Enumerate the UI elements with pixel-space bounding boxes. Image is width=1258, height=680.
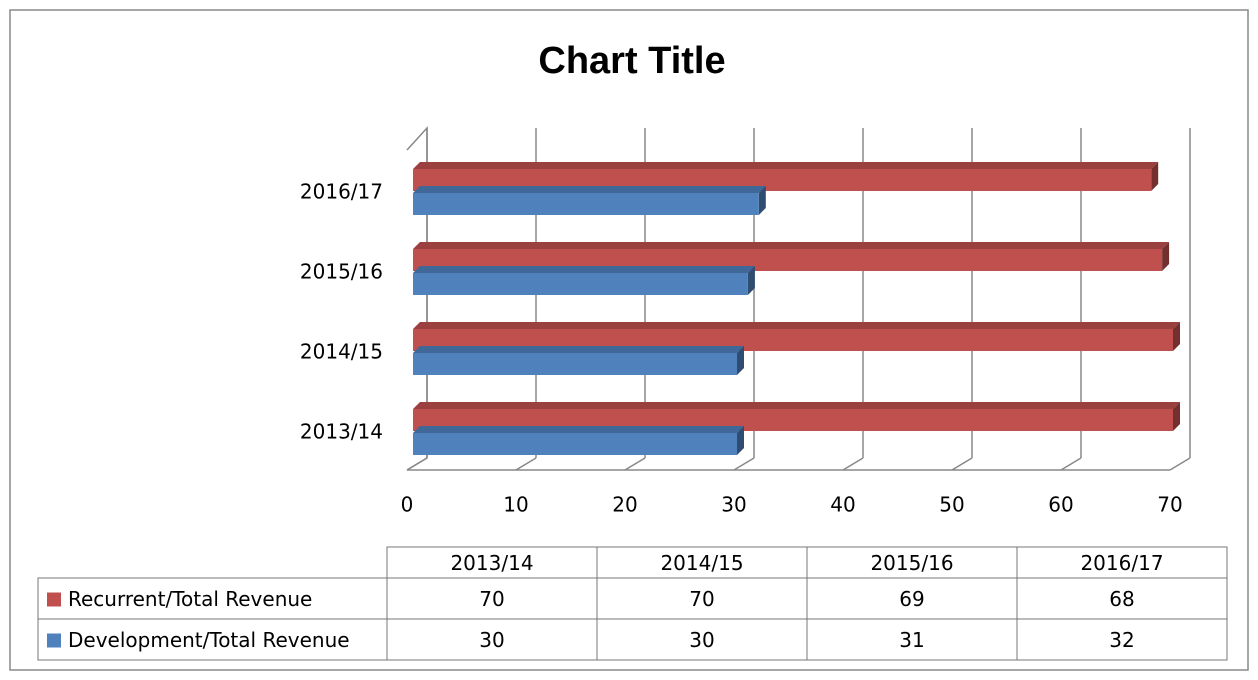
table-header: 2015/16 [870,551,953,575]
bar-side [747,266,755,295]
floor-line [951,457,973,471]
bar-top [413,426,744,433]
floor-line [1169,457,1191,471]
table-value: 32 [1109,628,1134,652]
bar [413,193,759,215]
legend-swatch [47,592,61,607]
bar [413,433,737,455]
bar-top [413,186,766,193]
floor-line [624,457,646,471]
bar-side [737,426,744,455]
table-value: 30 [479,628,504,652]
floor-line [733,457,755,471]
chart-title: Chart Title [538,40,725,82]
bar [413,329,1173,351]
bar [413,249,1163,271]
table-value: 30 [689,628,714,652]
table-value: 70 [689,587,714,611]
y-tick-label: 2013/14 [300,420,383,444]
bar-side [1162,242,1170,271]
bar-top [413,242,1170,249]
x-tick-label: 60 [1048,493,1073,517]
bar-side [758,186,766,215]
table-header: 2014/15 [660,551,743,575]
table-value: 31 [899,628,924,652]
y-tick-label: 2016/17 [300,180,383,204]
bar-side [737,346,744,375]
table-header: 2016/17 [1080,551,1163,575]
bar-top [413,162,1159,169]
bar-top [413,322,1180,329]
table-value: 68 [1109,587,1134,611]
floor-line [842,457,864,471]
table-value: 70 [479,587,504,611]
table-header: 2013/14 [450,551,533,575]
bar [413,273,748,295]
x-tick-label: 0 [401,493,414,517]
x-tick-label: 40 [830,493,855,517]
x-tick-label: 50 [939,493,964,517]
x-tick-label: 10 [503,493,528,517]
legend-label: Development/Total Revenue [68,628,350,652]
x-tick-label: 30 [721,493,746,517]
bar [413,409,1173,431]
x-tick-label: 70 [1157,493,1182,517]
bar-top [413,402,1180,409]
floor-line [406,457,428,471]
bar-side [1151,162,1159,191]
x-tick-label: 20 [612,493,637,517]
legend-label: Recurrent/Total Revenue [68,587,312,611]
floor-line [1060,457,1082,471]
bar-top [413,346,744,353]
bar [413,169,1152,191]
legend-swatch [47,633,61,648]
y-tick-label: 2014/15 [300,340,383,364]
bar-side [1173,402,1180,431]
bar [413,353,737,375]
y-tick-label: 2015/16 [300,260,383,284]
floor-line [515,457,537,471]
table-value: 69 [899,587,924,611]
bar-side [1173,322,1180,351]
bar-top [413,266,755,273]
